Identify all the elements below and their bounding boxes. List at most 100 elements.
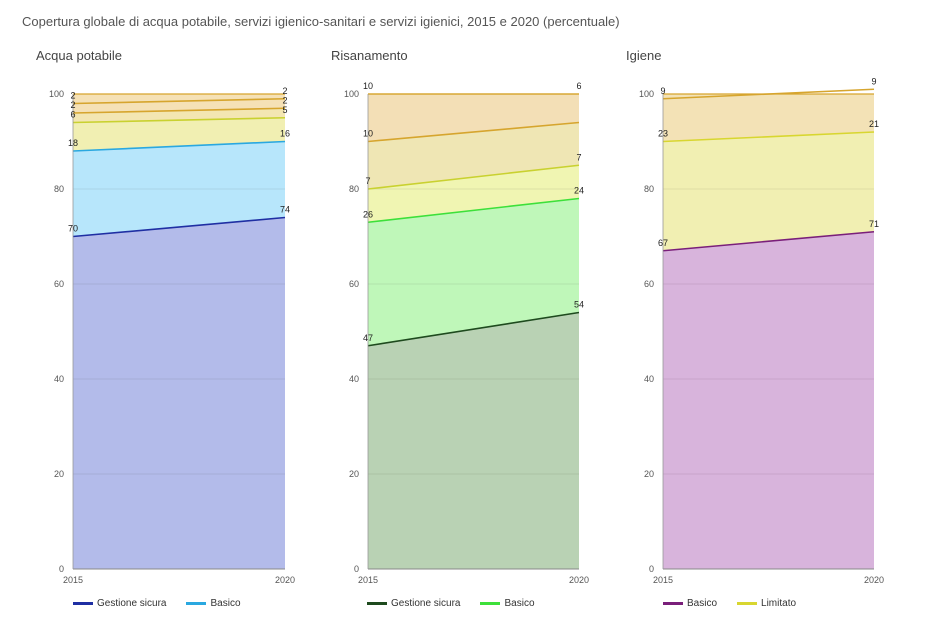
area-basico bbox=[368, 198, 579, 346]
legend-acqua: Gestione sicura Basico bbox=[73, 598, 261, 609]
legend-swatch bbox=[737, 602, 758, 605]
data-label: 7 bbox=[365, 176, 370, 186]
data-label: 2 bbox=[70, 91, 75, 101]
area-basico bbox=[663, 231, 874, 569]
data-label: 2 bbox=[282, 86, 287, 96]
data-label: 9 bbox=[871, 76, 876, 86]
data-label: 6 bbox=[576, 81, 581, 91]
y-tick-label: 0 bbox=[649, 564, 654, 574]
legend-item-gestione-sicura[interactable]: Gestione sicura bbox=[73, 598, 166, 609]
y-tick-label: 40 bbox=[644, 374, 654, 384]
data-label: 6 bbox=[70, 110, 75, 120]
area-defecazione-all-aperto bbox=[368, 94, 579, 142]
data-label: 24 bbox=[574, 186, 584, 196]
y-tick-label: 20 bbox=[644, 469, 654, 479]
y-tick-label: 20 bbox=[349, 469, 359, 479]
y-tick-label: 40 bbox=[349, 374, 359, 384]
data-label: 71 bbox=[869, 219, 879, 229]
legend-swatch bbox=[73, 602, 93, 605]
data-label: 16 bbox=[280, 129, 290, 139]
legend-item-gestione-sicura[interactable]: Gestione sicura bbox=[367, 598, 460, 609]
panel-title-igiene: Igiene bbox=[626, 48, 662, 63]
y-tick-label: 80 bbox=[54, 184, 64, 194]
legend-swatch bbox=[480, 602, 501, 605]
legend-item-limitato[interactable]: Limitato bbox=[737, 598, 796, 609]
data-label: 2 bbox=[282, 95, 287, 105]
y-tick-label: 0 bbox=[354, 564, 359, 574]
y-tick-label: 60 bbox=[54, 279, 64, 289]
area-gestione-sicura bbox=[73, 217, 285, 569]
data-label: 21 bbox=[869, 119, 879, 129]
x-tick-label: 2015 bbox=[63, 575, 83, 585]
legend-swatch bbox=[663, 602, 683, 605]
y-tick-label: 60 bbox=[644, 279, 654, 289]
y-tick-label: 100 bbox=[344, 89, 359, 99]
series-line bbox=[72, 216, 286, 238]
data-label: 54 bbox=[574, 300, 584, 310]
series-line bbox=[72, 116, 286, 124]
y-tick-label: 100 bbox=[639, 89, 654, 99]
series-line bbox=[367, 197, 580, 224]
data-label: 9 bbox=[660, 86, 665, 96]
panel-title-acqua: Acqua potabile bbox=[36, 48, 123, 63]
x-tick-label: 2015 bbox=[358, 575, 378, 585]
data-label: 26 bbox=[363, 209, 373, 219]
series-line bbox=[367, 311, 580, 347]
series-line bbox=[367, 164, 580, 190]
series-line bbox=[72, 107, 286, 114]
x-tick-label: 2015 bbox=[653, 575, 673, 585]
data-label: 10 bbox=[363, 81, 373, 91]
legend-item-basico[interactable]: Basico bbox=[480, 598, 535, 609]
panel-igiene bbox=[662, 88, 875, 570]
y-tick-label: 80 bbox=[644, 184, 654, 194]
series-line bbox=[72, 140, 286, 152]
legend-item-basico[interactable]: Basico bbox=[663, 598, 717, 609]
data-label: 23 bbox=[658, 129, 668, 139]
data-label: 5 bbox=[282, 105, 287, 115]
legend-label: Gestione sicura bbox=[97, 598, 167, 609]
area-superficie bbox=[73, 94, 285, 113]
panel-risanamento bbox=[367, 93, 580, 570]
y-tick-label: 20 bbox=[54, 469, 64, 479]
y-tick-label: 100 bbox=[49, 89, 64, 99]
series-line bbox=[662, 131, 875, 143]
data-label: 10 bbox=[363, 129, 373, 139]
area-limitato bbox=[368, 165, 579, 223]
data-label: 2 bbox=[70, 100, 75, 110]
x-tick-label: 2020 bbox=[275, 575, 295, 585]
legend-item-basico[interactable]: Basico bbox=[186, 598, 241, 609]
area-basico bbox=[73, 141, 285, 237]
area-limitato bbox=[73, 117, 285, 151]
legend-swatch bbox=[367, 602, 387, 605]
panel-acqua bbox=[72, 93, 286, 570]
y-tick-label: 0 bbox=[59, 564, 64, 574]
area-gestione-sicura bbox=[368, 312, 579, 569]
series-line bbox=[367, 121, 580, 143]
data-label: 47 bbox=[363, 333, 373, 343]
legend-label: Basico bbox=[687, 598, 718, 609]
legend-swatch bbox=[186, 602, 207, 605]
legend-risanamento: Gestione sicura Basico bbox=[367, 598, 555, 609]
data-label: 70 bbox=[68, 224, 78, 234]
data-label: 67 bbox=[658, 238, 668, 248]
series-line bbox=[662, 230, 875, 252]
legend-label: Limitato bbox=[761, 598, 797, 609]
area-limitato bbox=[663, 132, 874, 251]
legend-label: Basico bbox=[210, 598, 241, 609]
y-tick-label: 80 bbox=[349, 184, 359, 194]
area-nessuna-struttura bbox=[663, 94, 874, 142]
data-label: 7 bbox=[576, 152, 581, 162]
legend-label: Basico bbox=[504, 598, 535, 609]
series-line bbox=[72, 97, 286, 105]
legend-label: Gestione sicura bbox=[391, 598, 461, 609]
x-tick-label: 2020 bbox=[864, 575, 884, 585]
legend-igiene: Basico Limitato bbox=[663, 598, 816, 609]
chart-title: Copertura globale di acqua potabile, ser… bbox=[22, 14, 620, 29]
y-tick-label: 60 bbox=[349, 279, 359, 289]
panel-title-risanamento: Risanamento bbox=[331, 48, 408, 63]
data-label: 74 bbox=[280, 205, 290, 215]
area-non-migliorato bbox=[368, 122, 579, 189]
y-tick-label: 40 bbox=[54, 374, 64, 384]
data-label: 18 bbox=[68, 138, 78, 148]
